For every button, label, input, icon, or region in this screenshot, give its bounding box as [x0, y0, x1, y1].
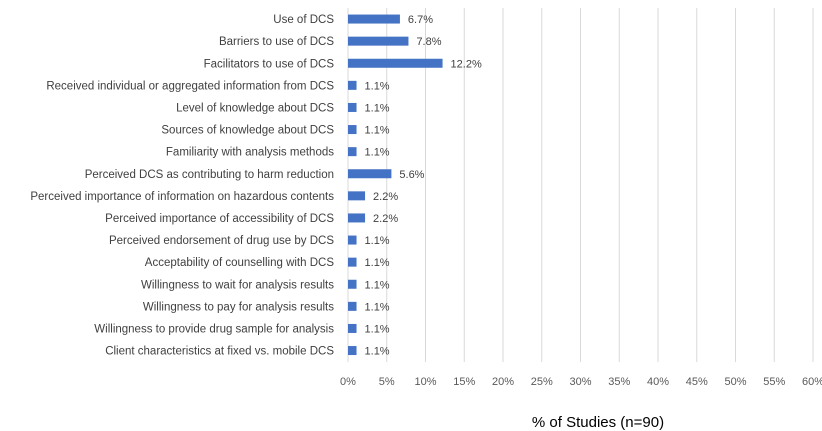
- x-tick-label: 45%: [686, 376, 708, 388]
- data-label: 12.2%: [451, 58, 482, 70]
- bar: [348, 301, 357, 311]
- category-label: Use of DCS: [273, 14, 334, 26]
- bar: [348, 169, 392, 179]
- category-label: Willingness to pay for analysis results: [143, 301, 334, 313]
- category-label: Perceived importance of information on h…: [30, 191, 334, 203]
- category-label: Willingness to provide drug sample for a…: [94, 323, 334, 335]
- x-tick-label: 30%: [569, 376, 591, 388]
- category-labels: Use of DCS Barriers to use of DCS Facilita…: [30, 14, 335, 358]
- category-label: Received individual or aggregated inform…: [46, 80, 334, 92]
- x-tick-label: 20%: [492, 376, 514, 388]
- data-label: 6.7%: [408, 14, 433, 26]
- category-label: Acceptability of counselling with DCS: [145, 257, 335, 269]
- data-label: 1.1%: [365, 235, 390, 247]
- data-label: 2.2%: [373, 191, 398, 203]
- x-tick-label: 10%: [414, 376, 436, 388]
- category-label: Perceived DCS as contributing to harm re…: [85, 169, 334, 181]
- category-label: Barriers to use of DCS: [219, 36, 334, 48]
- data-label: 2.2%: [373, 213, 398, 225]
- bar: [348, 14, 400, 24]
- bars: [348, 14, 443, 356]
- category-label: Level of knowledge about DCS: [176, 102, 334, 114]
- data-label: 5.6%: [399, 169, 424, 181]
- category-label: Perceived endorsement of drug use by DCS: [109, 235, 334, 247]
- x-tick-label: 25%: [531, 376, 553, 388]
- category-label: Willingness to wait for analysis results: [141, 279, 334, 291]
- data-label: 7.8%: [416, 36, 441, 48]
- x-axis-label: % of Studies (n=90): [532, 414, 664, 431]
- bar: [348, 323, 357, 333]
- category-label: Client characteristics at fixed vs. mobi…: [105, 346, 334, 358]
- data-label: 1.1%: [365, 102, 390, 114]
- data-label: 1.1%: [365, 301, 390, 313]
- category-label: Facilitators to use of DCS: [204, 58, 335, 70]
- bar: [348, 80, 357, 90]
- bar: [348, 36, 409, 46]
- x-tick-label: 0%: [340, 376, 356, 388]
- data-label: 1.1%: [365, 323, 390, 335]
- bar: [348, 125, 357, 135]
- x-tick-label: 5%: [379, 376, 395, 388]
- bar: [348, 191, 366, 201]
- category-label: Sources of knowledge about DCS: [161, 125, 334, 137]
- data-label: 1.1%: [365, 346, 390, 358]
- data-label: 1.1%: [365, 125, 390, 137]
- data-label: 1.1%: [365, 257, 390, 269]
- data-label: 1.1%: [365, 279, 390, 291]
- bar: [348, 102, 357, 112]
- x-tick-label: 35%: [608, 376, 630, 388]
- bar: [348, 147, 357, 157]
- x-tick-label: 55%: [763, 376, 785, 388]
- data-label: 1.1%: [365, 80, 390, 92]
- bar: [348, 213, 366, 223]
- x-tick-label: 50%: [724, 376, 746, 388]
- bar: [348, 346, 357, 356]
- x-tick-label: 60%: [802, 376, 822, 388]
- data-labels: 6.7%7.8%12.2%1.1%1.1%1.1%1.1%5.6%2.2%2.2…: [365, 14, 482, 358]
- x-tick-labels: 0% 5% 10% 15% 20% 25% 30% 35% 40% 45% 50% 55% 60%: [340, 376, 822, 388]
- bar: [348, 235, 357, 245]
- x-tick-label: 40%: [647, 376, 669, 388]
- category-label: Perceived importance of accessibility of…: [105, 213, 334, 225]
- bar: [348, 257, 357, 267]
- bar: [348, 279, 357, 289]
- x-tick-label: 15%: [453, 376, 475, 388]
- bar: [348, 58, 443, 68]
- data-label: 1.1%: [365, 147, 390, 159]
- category-label: Familiarity with analysis methods: [166, 147, 334, 159]
